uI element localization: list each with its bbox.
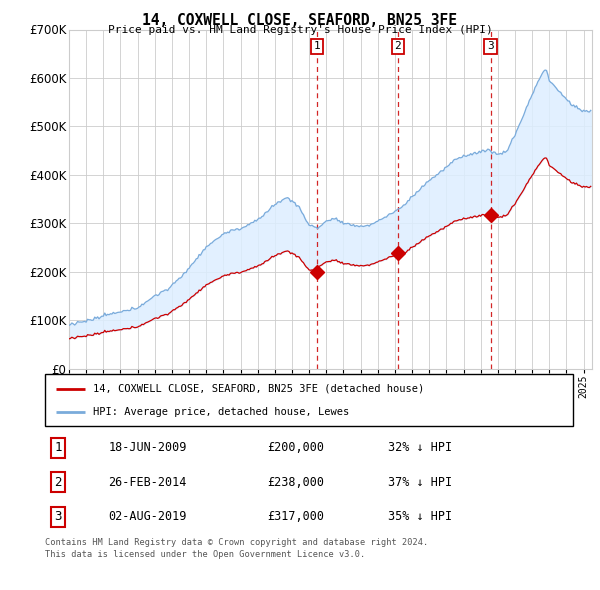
Text: 2: 2: [394, 41, 401, 51]
Text: Price paid vs. HM Land Registry's House Price Index (HPI): Price paid vs. HM Land Registry's House …: [107, 25, 493, 35]
Text: £317,000: £317,000: [267, 510, 324, 523]
FancyBboxPatch shape: [45, 374, 573, 426]
Text: 26-FEB-2014: 26-FEB-2014: [109, 476, 187, 489]
Text: 1: 1: [314, 41, 320, 51]
Text: £200,000: £200,000: [267, 441, 324, 454]
Text: 02-AUG-2019: 02-AUG-2019: [109, 510, 187, 523]
Text: 35% ↓ HPI: 35% ↓ HPI: [388, 510, 452, 523]
Text: 14, COXWELL CLOSE, SEAFORD, BN25 3FE: 14, COXWELL CLOSE, SEAFORD, BN25 3FE: [143, 13, 458, 28]
Text: 37% ↓ HPI: 37% ↓ HPI: [388, 476, 452, 489]
Text: 3: 3: [55, 510, 62, 523]
Text: This data is licensed under the Open Government Licence v3.0.: This data is licensed under the Open Gov…: [45, 550, 365, 559]
Text: HPI: Average price, detached house, Lewes: HPI: Average price, detached house, Lewe…: [92, 408, 349, 418]
Text: 2: 2: [55, 476, 62, 489]
Text: 18-JUN-2009: 18-JUN-2009: [109, 441, 187, 454]
Text: 32% ↓ HPI: 32% ↓ HPI: [388, 441, 452, 454]
Text: 3: 3: [487, 41, 494, 51]
Text: 14, COXWELL CLOSE, SEAFORD, BN25 3FE (detached house): 14, COXWELL CLOSE, SEAFORD, BN25 3FE (de…: [92, 384, 424, 394]
Text: Contains HM Land Registry data © Crown copyright and database right 2024.: Contains HM Land Registry data © Crown c…: [45, 538, 428, 547]
Text: £238,000: £238,000: [267, 476, 324, 489]
Text: 1: 1: [55, 441, 62, 454]
